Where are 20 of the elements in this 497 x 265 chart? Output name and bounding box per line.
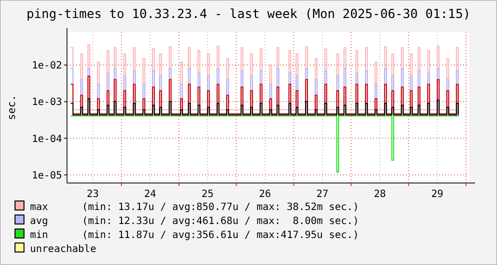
legend-label: unreachable xyxy=(30,244,96,255)
chart-title: ping-times to 10.33.23.4 - last week (Mon 2025-06-30 01:15) xyxy=(26,6,471,21)
text: (min: 12.33u / avg:461.68u / max: 8.00m sec.) xyxy=(82,216,359,227)
x-tick-label: 28 xyxy=(374,189,386,200)
x-tick-label: 29 xyxy=(431,189,444,200)
y-tick-label: 1e-03 xyxy=(32,97,62,108)
text: (min: 11.87u / avg:356.61u / max:417.95u sec.) xyxy=(82,230,359,241)
text: (min: 13.17u / avg:850.77u / max: 38.52m sec.) xyxy=(82,202,359,213)
legend-label: min xyxy=(30,230,48,241)
x-tick-label: 27 xyxy=(316,189,328,200)
legend-label: max xyxy=(30,202,48,213)
legend-label: avg xyxy=(30,216,48,227)
x-tick-label: 26 xyxy=(258,189,272,200)
x-tick-label: 25 xyxy=(202,189,214,200)
y-tick-label: 1e-02 xyxy=(32,60,62,72)
x-tick-label: 24 xyxy=(144,189,156,200)
y-tick-label: 1e-05 xyxy=(32,170,62,182)
y-axis-title: sec. xyxy=(6,94,18,120)
x-tick-label: 23 xyxy=(86,189,99,200)
y-tick-label: 1e-04 xyxy=(32,134,62,145)
